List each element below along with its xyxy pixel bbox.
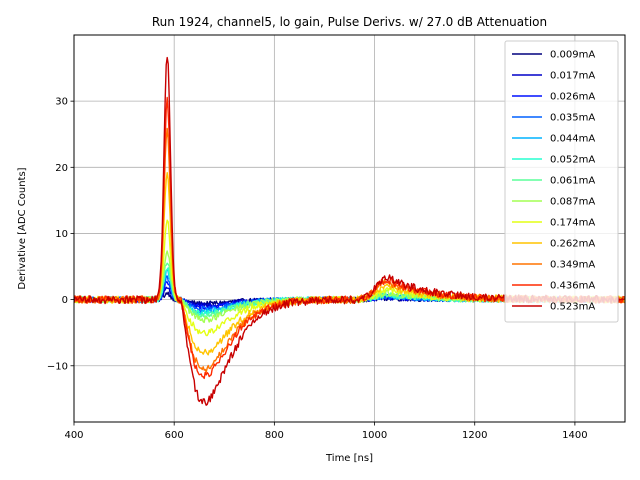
legend-label: 0.087mA xyxy=(550,197,595,208)
y-tick-label: 10 xyxy=(55,229,68,240)
y-axis-label: Derivative [ADC Counts] xyxy=(17,167,28,289)
x-tick-label: 1400 xyxy=(562,430,587,441)
legend: 0.009mA 0.017mA 0.026mA 0.035mA 0.044mA 0.052… xyxy=(504,40,619,323)
legend-label: 0.026mA xyxy=(550,92,595,103)
chart-title: Run 1924, channel5, lo gain, Pulse Deriv… xyxy=(152,15,547,29)
legend-label: 0.052mA xyxy=(550,155,595,166)
x-tick-label: 800 xyxy=(265,430,284,441)
legend-label: 0.523mA xyxy=(550,302,595,313)
y-tick-label: −10 xyxy=(47,361,68,372)
legend-label: 0.061mA xyxy=(550,176,595,187)
legend-label: 0.035mA xyxy=(550,113,595,124)
x-tick-label: 600 xyxy=(165,430,184,441)
legend-box xyxy=(504,40,619,323)
legend-label: 0.017mA xyxy=(550,71,595,82)
x-tick-label: 1000 xyxy=(362,430,387,441)
plot-frame xyxy=(73,34,626,423)
x-tick-label: 400 xyxy=(64,430,83,441)
legend-label: 0.436mA xyxy=(550,281,595,292)
legend-label: 0.262mA xyxy=(550,239,595,250)
y-tick-label: 0 xyxy=(62,295,68,306)
legend-label: 0.349mA xyxy=(550,260,595,271)
legend-label: 0.174mA xyxy=(550,218,595,229)
legend-label: 0.044mA xyxy=(550,134,595,145)
axis-ticks: 400 600 800 1000 1200 1400 −10 0 10 20 30 xyxy=(47,97,588,441)
x-tick-label: 1200 xyxy=(462,430,487,441)
x-axis-label: Time [ns] xyxy=(325,453,373,464)
y-tick-label: 20 xyxy=(55,163,68,174)
y-tick-label: 30 xyxy=(55,97,68,108)
legend-label: 0.009mA xyxy=(550,50,595,61)
